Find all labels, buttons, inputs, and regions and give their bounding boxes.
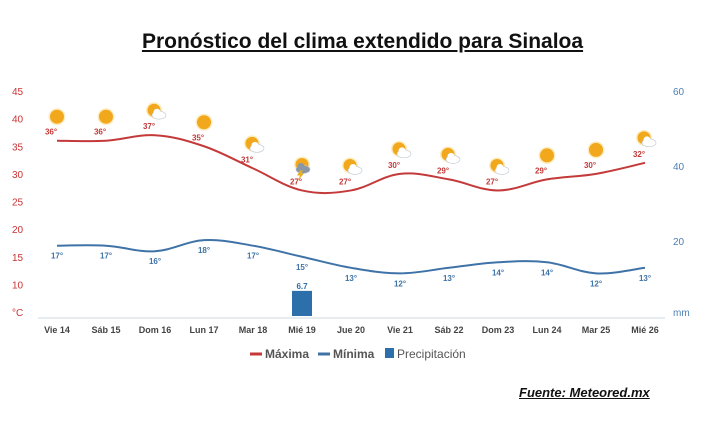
max-temp-label: 32° xyxy=(633,150,645,159)
sun-icon xyxy=(48,108,66,126)
lightning-bolt xyxy=(297,170,304,181)
max-temp-label: 29° xyxy=(437,166,449,175)
y-right-tick-label: 20 xyxy=(673,237,685,248)
x-tick-label: Vie 14 xyxy=(44,325,70,335)
sun-icon xyxy=(587,141,605,159)
x-tick-label: Jue 20 xyxy=(337,325,365,335)
partly-cloudy-icon xyxy=(146,102,167,120)
y-left-tick-label: 25 xyxy=(12,198,24,209)
max-temp-label: 37° xyxy=(143,122,155,131)
min-temp-line xyxy=(56,239,646,275)
partly-cloudy-icon xyxy=(391,140,412,159)
legend-swatch xyxy=(385,348,394,358)
sun-disc xyxy=(589,142,603,157)
min-temp-label: 13° xyxy=(345,274,357,283)
cloud-puff xyxy=(398,147,406,155)
cloud-puff xyxy=(643,136,651,144)
y-left-tick-label: 35 xyxy=(12,142,24,153)
sun-disc xyxy=(540,148,554,163)
min-temp-label: 18° xyxy=(198,246,210,255)
max-temp-label: 27° xyxy=(290,177,302,186)
y-left-tick-label: 30 xyxy=(12,170,24,181)
y-left-tick-label: 20 xyxy=(12,225,24,236)
y-left-unit-label: °C xyxy=(12,308,23,319)
x-tick-label: Sáb 22 xyxy=(434,325,463,335)
cloud-puff xyxy=(447,152,455,160)
partly-cloudy-icon xyxy=(489,157,510,175)
min-temp-label: 16° xyxy=(149,257,161,266)
sun-disc xyxy=(99,109,113,124)
sun-icon xyxy=(97,108,115,126)
min-temp-label: 15° xyxy=(296,263,308,272)
max-temp-line xyxy=(56,134,646,195)
partly-cloudy-icon xyxy=(636,129,657,148)
max-temp-label: 27° xyxy=(339,177,351,186)
sun-icon xyxy=(195,113,213,131)
x-tick-label: Dom 16 xyxy=(139,325,172,335)
max-temp-label: 35° xyxy=(192,133,204,142)
partly-cloudy-icon xyxy=(342,157,363,175)
y-left-tick-label: 45 xyxy=(12,87,24,98)
min-temp-label: 17° xyxy=(247,252,259,261)
y-right-unit-label: mm xyxy=(673,308,690,319)
storm-icon xyxy=(294,156,311,181)
x-tick-label: Dom 23 xyxy=(482,325,515,335)
min-temp-label: 12° xyxy=(590,279,602,288)
y-right-tick-label: 40 xyxy=(673,162,685,173)
precip-label: 6.7 xyxy=(296,282,308,291)
partly-cloudy-icon xyxy=(244,135,265,153)
min-temp-label: 13° xyxy=(639,274,651,283)
cloud-puff xyxy=(153,108,161,116)
max-temp-label: 36° xyxy=(45,128,57,137)
y-left-tick-label: 10 xyxy=(12,280,24,291)
x-tick-label: Mié 19 xyxy=(288,325,316,335)
max-temp-label: 30° xyxy=(388,161,400,170)
x-tick-label: Mié 26 xyxy=(631,325,659,335)
x-tick-label: Vie 21 xyxy=(387,325,413,335)
max-temp-label: 27° xyxy=(486,177,498,186)
max-temp-label: 36° xyxy=(94,128,106,137)
x-tick-label: Mar 18 xyxy=(239,325,268,335)
min-temp-label: 17° xyxy=(51,252,63,261)
partly-cloudy-icon xyxy=(440,146,461,164)
max-temp-label: 29° xyxy=(535,166,547,175)
max-temp-label: 31° xyxy=(241,155,253,164)
legend-label: Mínima xyxy=(333,347,375,361)
legend-label: Precipitación xyxy=(397,347,466,361)
x-tick-label: Sáb 15 xyxy=(91,325,120,335)
legend-label: Máxima xyxy=(265,347,309,361)
min-temp-label: 13° xyxy=(443,274,455,283)
cloud-puff xyxy=(349,163,357,171)
cloud-puff xyxy=(496,163,504,171)
min-temp-label: 17° xyxy=(100,252,112,261)
sun-disc xyxy=(50,109,64,124)
sun-icon xyxy=(538,146,556,164)
y-right-tick-label: 60 xyxy=(673,87,685,98)
x-tick-label: Lun 17 xyxy=(189,325,218,335)
y-left-tick-label: 15 xyxy=(12,253,24,264)
x-tick-label: Mar 25 xyxy=(582,325,611,335)
min-temp-label: 12° xyxy=(394,279,406,288)
x-tick-label: Lun 24 xyxy=(532,325,561,335)
chart-title: Pronóstico del clima extendido para Sina… xyxy=(141,30,584,53)
cloud-puff xyxy=(297,162,305,170)
source-note: Fuente: Meteored.mx xyxy=(519,385,650,400)
sun-disc xyxy=(197,115,211,130)
max-temp-label: 30° xyxy=(584,161,596,170)
min-temp-label: 14° xyxy=(541,268,553,277)
precip-bar xyxy=(292,290,312,316)
cloud-puff xyxy=(251,141,259,149)
min-temp-label: 14° xyxy=(492,268,504,277)
y-left-tick-label: 40 xyxy=(12,115,24,126)
